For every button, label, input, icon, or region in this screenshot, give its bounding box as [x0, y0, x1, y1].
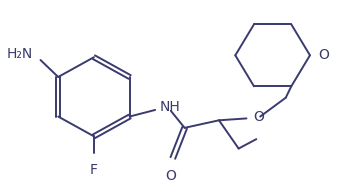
Text: NH: NH: [160, 100, 181, 114]
Text: O: O: [253, 110, 264, 124]
Text: O: O: [318, 48, 329, 62]
Text: H₂N: H₂N: [7, 47, 33, 61]
Text: F: F: [90, 163, 98, 177]
Text: O: O: [165, 169, 176, 183]
